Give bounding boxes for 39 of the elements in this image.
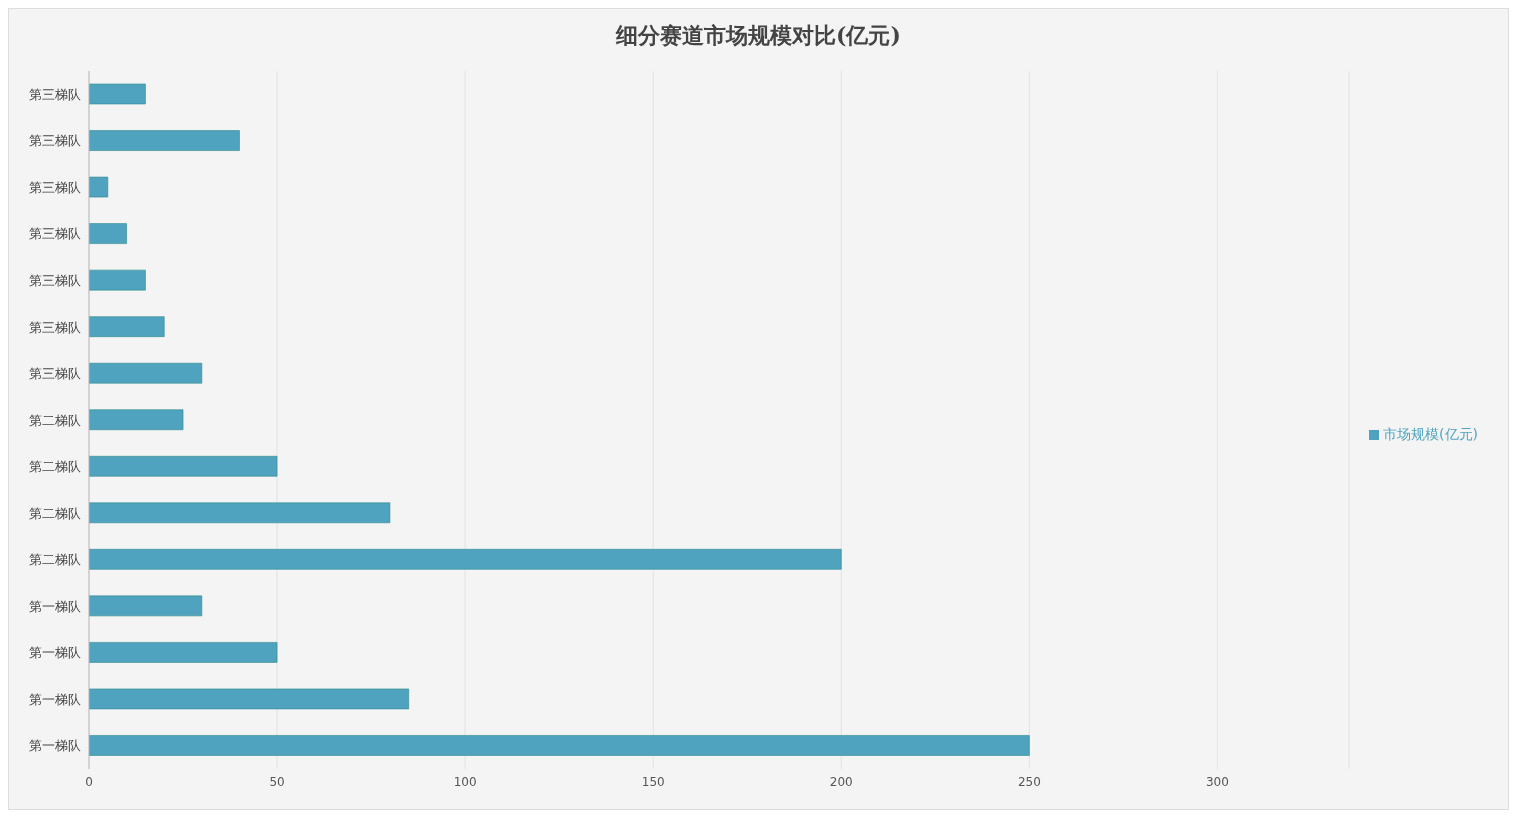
x-tick-label: 50 (269, 774, 285, 789)
x-tick-label: 0 (85, 774, 93, 789)
bar (89, 176, 109, 198)
chart-title: 细分赛道市场规模对比(亿元) (614, 21, 902, 50)
bar (89, 130, 240, 151)
y-tick-label: 第二梯队 (29, 412, 81, 428)
y-tick-label: 第二梯队 (29, 552, 81, 568)
y-tick-label: 第二梯队 (29, 505, 81, 521)
bar (89, 735, 1030, 756)
bar (89, 642, 278, 663)
bar (89, 455, 278, 477)
bar (89, 223, 127, 244)
y-tick-label: 第三梯队 (29, 86, 81, 102)
bar (89, 688, 410, 710)
x-tick-label: 250 (1017, 774, 1041, 789)
bar (89, 83, 146, 105)
x-tick-label: 100 (453, 774, 477, 789)
y-tick-label: 第三梯队 (29, 273, 81, 289)
y-tick-label: 第三梯队 (29, 366, 81, 382)
legend-label: 市场规模(亿元) (1383, 426, 1478, 442)
bar (89, 362, 203, 384)
bar (89, 595, 203, 617)
bar (89, 409, 184, 431)
y-tick-label: 第三梯队 (29, 226, 81, 242)
bar (89, 316, 165, 337)
bar (89, 502, 391, 524)
y-tick-label: 第三梯队 (29, 133, 81, 149)
y-tick-label: 第一梯队 (29, 645, 81, 661)
y-tick-label: 第一梯队 (29, 598, 81, 614)
bar (89, 549, 842, 570)
y-tick-label: 第二梯队 (29, 459, 81, 475)
y-tick-label: 第三梯队 (29, 319, 81, 335)
bar (89, 269, 146, 291)
x-tick-label: 200 (829, 774, 853, 789)
y-tick-label: 第三梯队 (29, 179, 81, 195)
x-tick-label: 300 (1205, 774, 1229, 789)
y-tick-label: 第一梯队 (29, 738, 81, 754)
y-tick-label: 第一梯队 (29, 691, 81, 707)
x-tick-label: 150 (641, 774, 665, 789)
